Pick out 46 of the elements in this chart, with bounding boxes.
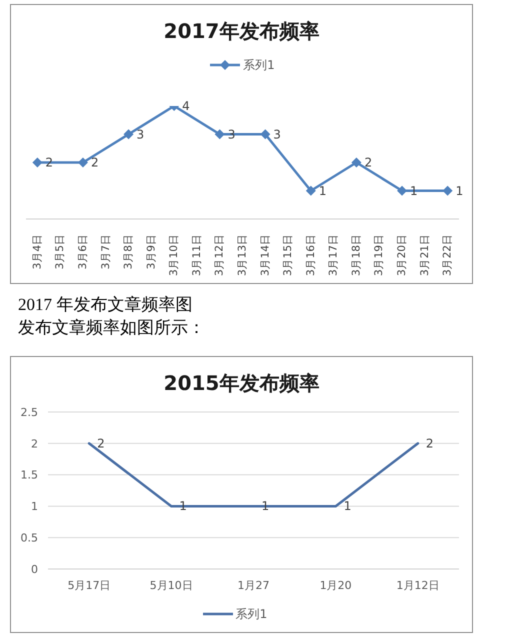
x-tick-label: 3月17日 [328, 234, 340, 276]
chart-title: 2015年发布频率 [162, 370, 320, 397]
x-tick-label: 5月17日 [68, 579, 111, 592]
x-tick-label: 3月9日 [145, 234, 158, 270]
x-tick-label: 1月20 [320, 579, 352, 592]
x-tick-label: 3月14日 [259, 234, 272, 276]
x-tick-label: 3月8日 [122, 234, 135, 270]
legend-label: 系列1 [243, 56, 275, 74]
data-label: 3 [273, 127, 281, 142]
x-tick-label: 3月18日 [350, 234, 362, 276]
x-tick-label: 3月19日 [373, 234, 386, 276]
y-tick-label: 2.5 [20, 406, 38, 419]
data-label: 1 [456, 184, 464, 198]
y-tick-label: 2 [31, 437, 38, 450]
x-tick-label: 3月15日 [282, 234, 294, 276]
x-tick-label: 1月12日 [396, 579, 440, 592]
text: 2017 年发布文章频率图 [18, 294, 194, 316]
x-tick-label: 3月22日 [442, 234, 454, 276]
data-label: 4 [182, 99, 190, 113]
x-tick-label: 3月6日 [76, 234, 89, 270]
data-label: 2 [90, 156, 99, 170]
y-tick-label: 0.5 [20, 532, 38, 545]
data-label: 1 [344, 499, 352, 514]
x-tick-label: 3月10日 [168, 234, 180, 276]
x-tick-label: 3月11日 [190, 234, 203, 276]
y-tick-label: 1 [31, 500, 38, 514]
y-tick-label: 1.5 [20, 468, 38, 482]
data-label: 2 [364, 156, 372, 170]
legend-label: 系列1 [236, 606, 268, 622]
x-tick-label: 3月7日 [100, 234, 112, 270]
data-label: 2 [426, 436, 434, 450]
x-tick-label: 3月13日 [236, 234, 248, 276]
chart-title: 2017年发布频率 [162, 18, 320, 45]
x-tick-label: 3月20日 [396, 234, 408, 276]
x-tick-label: 3月16日 [304, 234, 317, 276]
data-label: 1 [318, 184, 327, 198]
text: 发布文章频率如图所示： [18, 317, 206, 339]
x-tick-label: 3月4日 [31, 234, 44, 270]
x-tick-label: 3月12日 [214, 234, 226, 276]
data-label: 2 [97, 436, 105, 450]
y-tick-label: 0 [31, 562, 38, 576]
x-tick-label: 1月27 [238, 579, 270, 592]
x-tick-label: 3月5日 [54, 234, 66, 270]
x-tick-label: 3月21日 [418, 234, 431, 276]
x-tick-label: 5月10日 [150, 579, 193, 592]
data-label: 3 [136, 127, 144, 142]
